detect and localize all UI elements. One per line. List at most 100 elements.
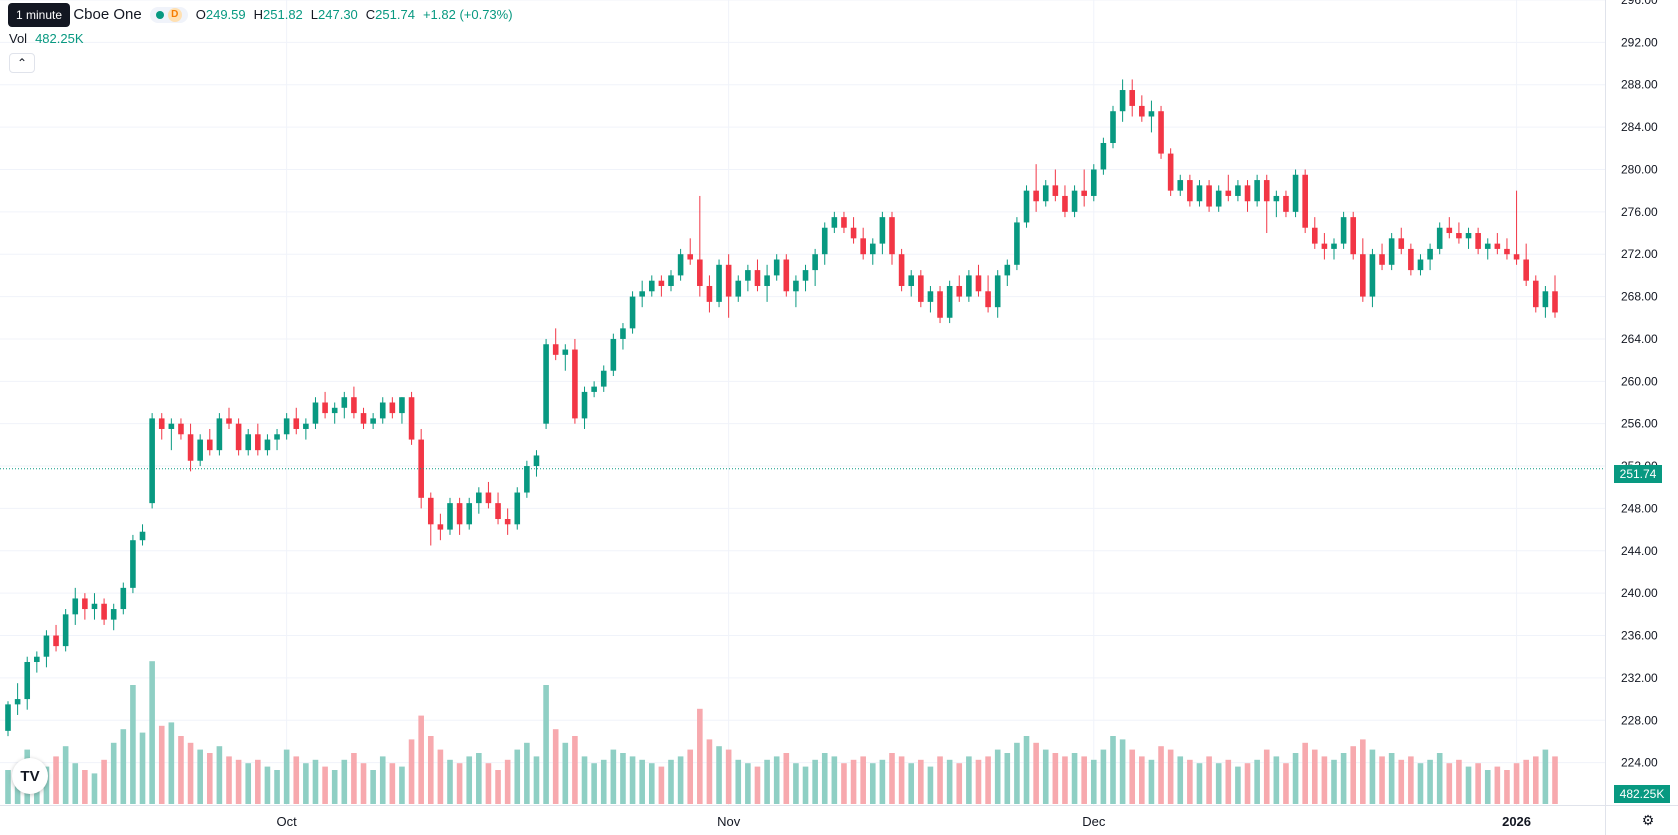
volume-bar bbox=[639, 759, 645, 804]
last-price-label: 251.74 bbox=[1614, 465, 1662, 483]
market-status[interactable]: D bbox=[149, 6, 188, 23]
candle-body bbox=[158, 418, 165, 429]
volume-bar bbox=[149, 661, 155, 804]
volume-bar bbox=[1052, 753, 1059, 804]
volume-bar bbox=[91, 773, 98, 804]
volume-bar bbox=[600, 759, 607, 804]
candle-body bbox=[1340, 217, 1347, 244]
volume-bar bbox=[274, 770, 280, 804]
candle-body bbox=[1042, 185, 1049, 202]
candle-body bbox=[985, 291, 991, 308]
collapse-legend-button[interactable]: ⌃ bbox=[9, 53, 35, 73]
volume-bar bbox=[1119, 739, 1126, 804]
candle-body bbox=[677, 254, 684, 276]
volume-bar bbox=[379, 756, 386, 804]
close-label: C bbox=[365, 7, 376, 22]
volume-bar bbox=[1408, 756, 1414, 804]
volume-bar bbox=[427, 736, 434, 804]
candle-body bbox=[1302, 174, 1308, 228]
volume-bar bbox=[1014, 742, 1020, 804]
candle-body bbox=[773, 259, 780, 276]
candle-body bbox=[1187, 180, 1193, 202]
volume-bar bbox=[1350, 746, 1357, 804]
volume-bar bbox=[101, 759, 107, 804]
y-tick-label: 276.00 bbox=[1621, 205, 1658, 219]
volume-bar bbox=[620, 753, 626, 804]
candle-body bbox=[543, 344, 549, 424]
volume-bar bbox=[658, 766, 665, 804]
volume-bar bbox=[1552, 756, 1558, 804]
candle-body bbox=[966, 275, 972, 297]
y-tick-label: 260.00 bbox=[1621, 374, 1658, 388]
candle-body bbox=[946, 285, 953, 318]
candle-body bbox=[1494, 243, 1501, 249]
x-tick-label: Dec bbox=[1082, 814, 1106, 829]
candle-body bbox=[869, 243, 876, 255]
volume-bar bbox=[764, 759, 770, 804]
x-tick-label: Oct bbox=[277, 814, 298, 829]
candle-body bbox=[293, 418, 300, 429]
volume-bar bbox=[985, 756, 991, 804]
volume-bar bbox=[1004, 753, 1011, 804]
candle-body bbox=[1465, 233, 1472, 239]
candle-body bbox=[466, 503, 473, 525]
candle-body bbox=[351, 397, 357, 414]
volume-bar bbox=[1244, 763, 1251, 804]
candle-body bbox=[1331, 243, 1337, 249]
candle-body bbox=[5, 704, 11, 731]
candle-body bbox=[187, 434, 194, 461]
candle-body bbox=[1513, 254, 1520, 260]
candle-body bbox=[1321, 243, 1328, 249]
volume-bar bbox=[1542, 749, 1549, 804]
candle-body bbox=[24, 662, 31, 700]
candle-body bbox=[1090, 169, 1097, 196]
volume-bar bbox=[831, 756, 838, 804]
y-tick-label: 244.00 bbox=[1621, 544, 1658, 558]
y-tick-label: 248.00 bbox=[1621, 501, 1658, 515]
volume-bar bbox=[14, 776, 21, 804]
candle-body bbox=[1350, 217, 1357, 255]
candle-body bbox=[1427, 248, 1433, 260]
candle-body bbox=[1408, 248, 1414, 271]
candle-body bbox=[72, 598, 79, 615]
settings-gear-icon[interactable]: ⚙ bbox=[1641, 811, 1655, 828]
volume-bar bbox=[206, 753, 213, 804]
volume-bar bbox=[1427, 759, 1433, 804]
volume-bar bbox=[485, 763, 492, 804]
tradingview-logo-icon[interactable]: TV bbox=[12, 758, 48, 794]
candle-body bbox=[937, 291, 943, 318]
volume-bar bbox=[476, 753, 482, 804]
candle-body bbox=[370, 418, 376, 424]
volume-bar bbox=[351, 753, 357, 804]
volume-bar bbox=[82, 770, 88, 804]
candle-body bbox=[764, 275, 770, 286]
volume-bar bbox=[1379, 756, 1385, 804]
volume-bar bbox=[879, 759, 886, 804]
volume-bar bbox=[226, 756, 232, 804]
y-tick-label: 224.00 bbox=[1621, 756, 1658, 770]
volume-bar bbox=[533, 756, 540, 804]
volume-bar bbox=[1139, 756, 1145, 804]
volume-bar bbox=[495, 770, 501, 804]
candle-body bbox=[1523, 259, 1529, 281]
y-tick-label: 296.00 bbox=[1621, 0, 1658, 7]
candle-body bbox=[533, 455, 540, 467]
open-label: O bbox=[195, 7, 206, 22]
volume-bar bbox=[697, 708, 703, 804]
candle-body bbox=[1283, 195, 1289, 212]
volume-bar bbox=[687, 749, 694, 804]
volume-bar bbox=[1321, 756, 1328, 804]
volume-bar bbox=[158, 725, 165, 804]
candle-body bbox=[908, 275, 915, 286]
candle-body bbox=[130, 540, 136, 588]
volume-label[interactable]: Vol bbox=[9, 31, 28, 46]
volume-bar bbox=[1369, 749, 1376, 804]
candle-body bbox=[168, 423, 175, 429]
candle-body bbox=[120, 587, 127, 610]
candle-body bbox=[841, 217, 847, 228]
candle-body bbox=[447, 503, 453, 530]
candle-body bbox=[1196, 185, 1203, 202]
volume-bar bbox=[1196, 763, 1203, 804]
candle-body bbox=[802, 270, 809, 281]
